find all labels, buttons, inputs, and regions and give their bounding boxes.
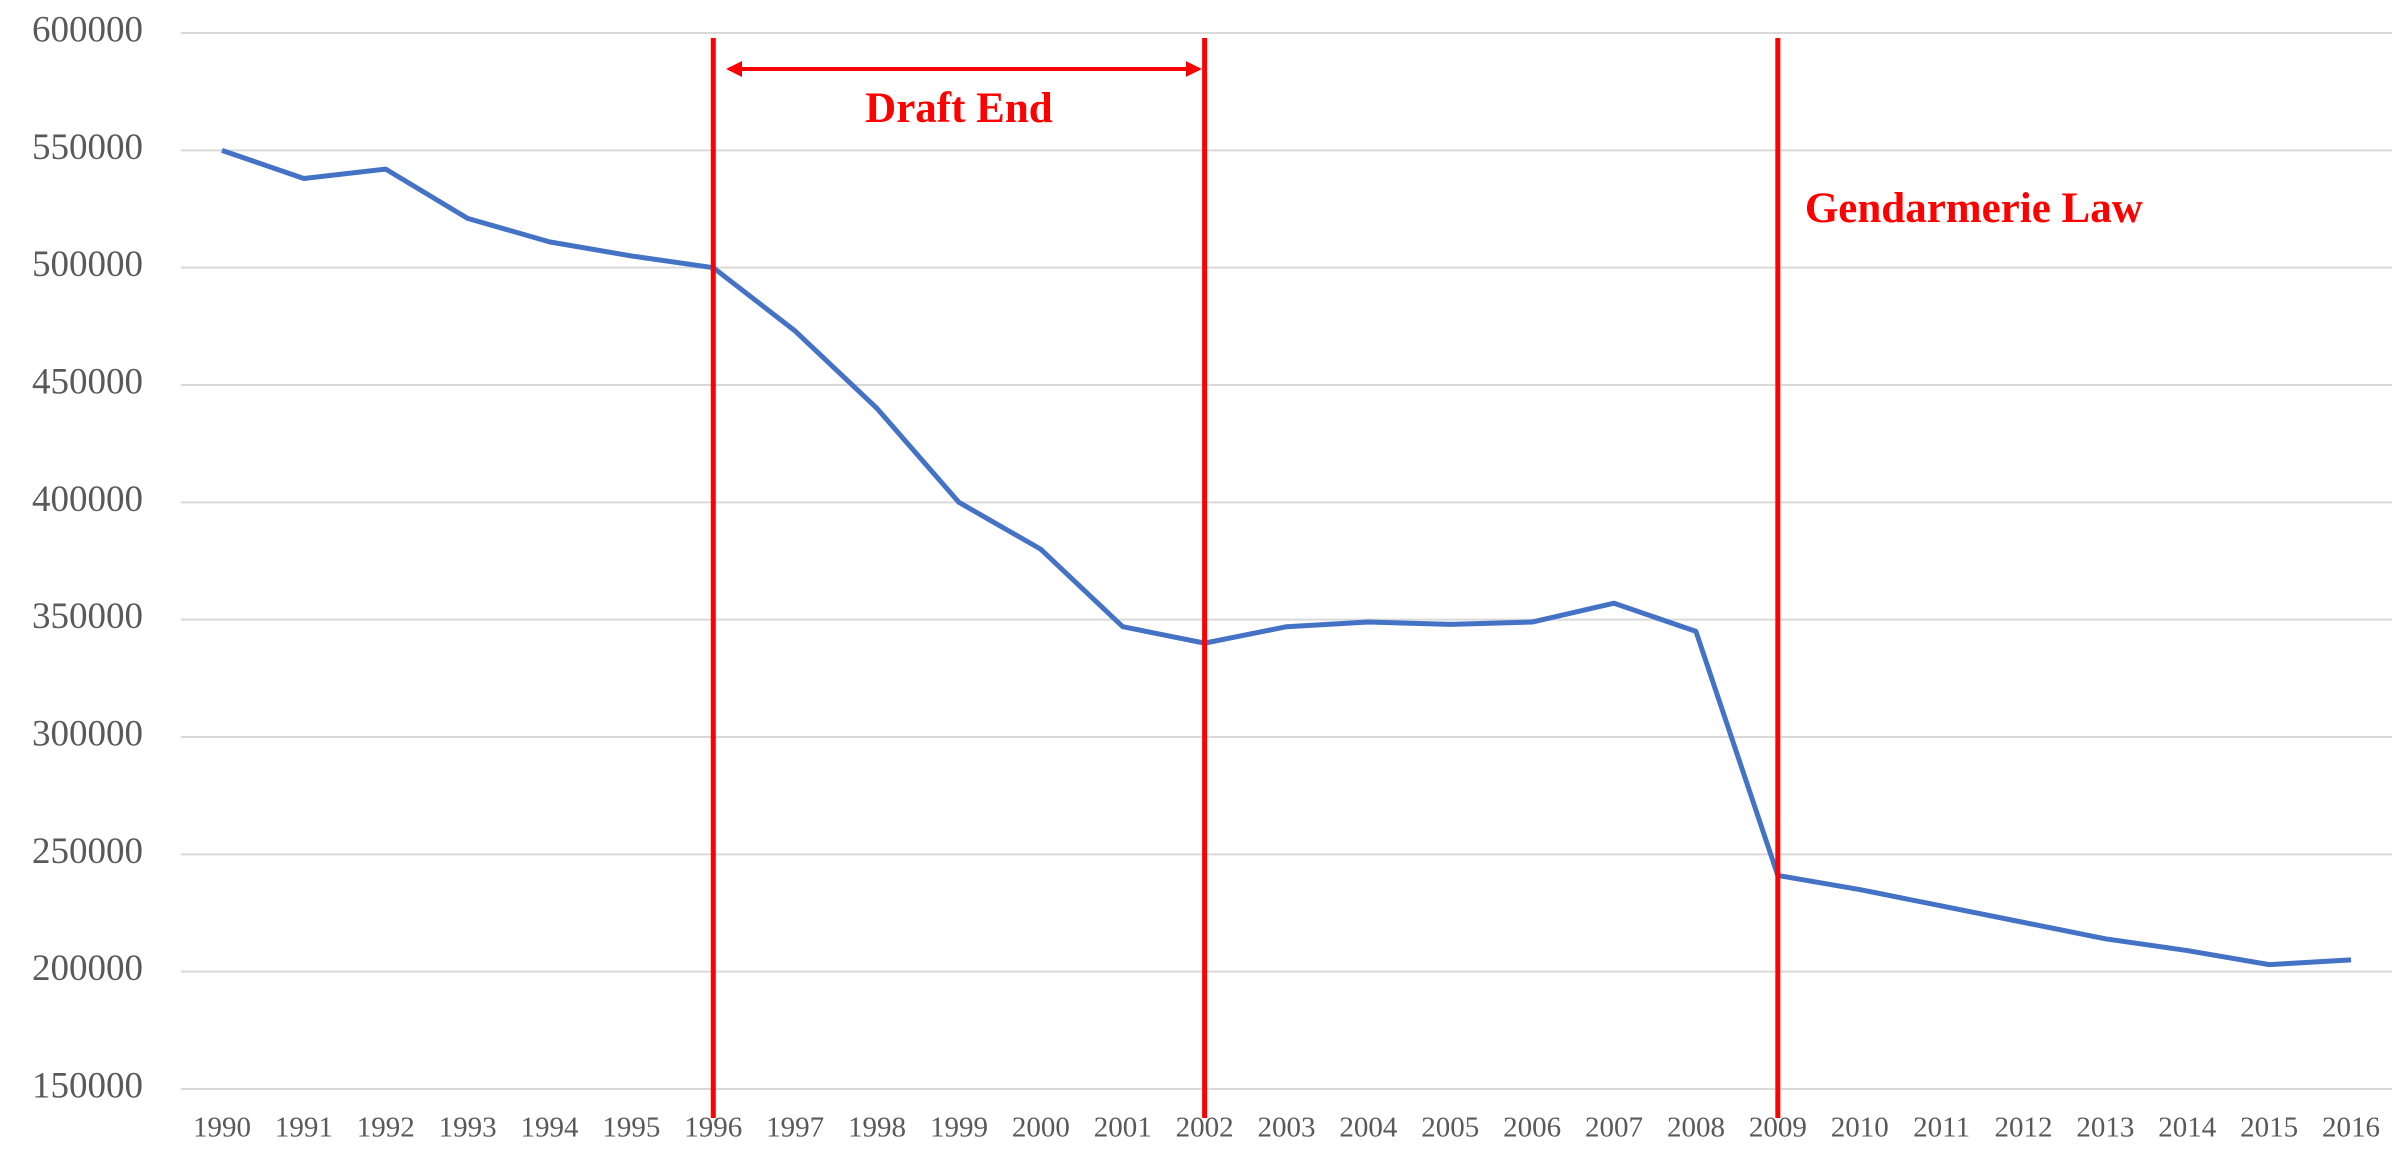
y-tick-label: 350000	[32, 596, 143, 637]
x-tick-label: 1998	[848, 1112, 906, 1144]
x-tick-label: 2015	[2240, 1112, 2298, 1144]
x-tick-label: 2006	[1503, 1112, 1561, 1144]
x-tick-label: 2003	[1258, 1112, 1316, 1144]
x-tick-label: 2014	[2158, 1112, 2217, 1144]
x-tick-label: 2011	[1913, 1112, 1970, 1144]
x-tick-label: 1991	[275, 1112, 333, 1144]
x-tick-label: 2004	[1339, 1112, 1398, 1144]
y-tick-label: 200000	[32, 948, 143, 989]
x-tick-label: 2013	[2076, 1112, 2134, 1144]
y-tick-label: 400000	[32, 479, 143, 520]
annotation: Gendarmerie Law	[1805, 185, 2143, 232]
x-tick-label: 2001	[1094, 1112, 1152, 1144]
x-tick-label: 2005	[1421, 1112, 1479, 1144]
x-tick-label: 2007	[1585, 1112, 1643, 1144]
data-line	[221, 147, 2352, 968]
x-tick-label: 1990	[193, 1112, 251, 1144]
x-tick-label: 2012	[1995, 1112, 2053, 1144]
x-tick-label: 1993	[439, 1112, 497, 1144]
y-tick-label: 150000	[32, 1065, 143, 1106]
x-tick-label: 2010	[1831, 1112, 1889, 1144]
x-tick-label: 1994	[521, 1112, 580, 1144]
y-tick-label: 250000	[32, 831, 143, 872]
x-tick-label: 1997	[766, 1112, 824, 1144]
x-tick-label: 1992	[357, 1112, 415, 1144]
x-tick-label: 2000	[1012, 1112, 1070, 1144]
x-tick-label: 1995	[602, 1112, 660, 1144]
y-tick-label: 300000	[32, 713, 143, 754]
x-tick-label: 2016	[2322, 1112, 2380, 1144]
x-tick-label: 1999	[930, 1112, 988, 1144]
y-tick-label: 550000	[32, 127, 143, 168]
y-tick-label: 500000	[32, 244, 143, 285]
x-tick-label: 2008	[1667, 1112, 1725, 1144]
y-tick-label: 600000	[32, 9, 143, 50]
annotation: Draft End	[865, 85, 1053, 132]
y-tick-label: 450000	[32, 361, 143, 402]
